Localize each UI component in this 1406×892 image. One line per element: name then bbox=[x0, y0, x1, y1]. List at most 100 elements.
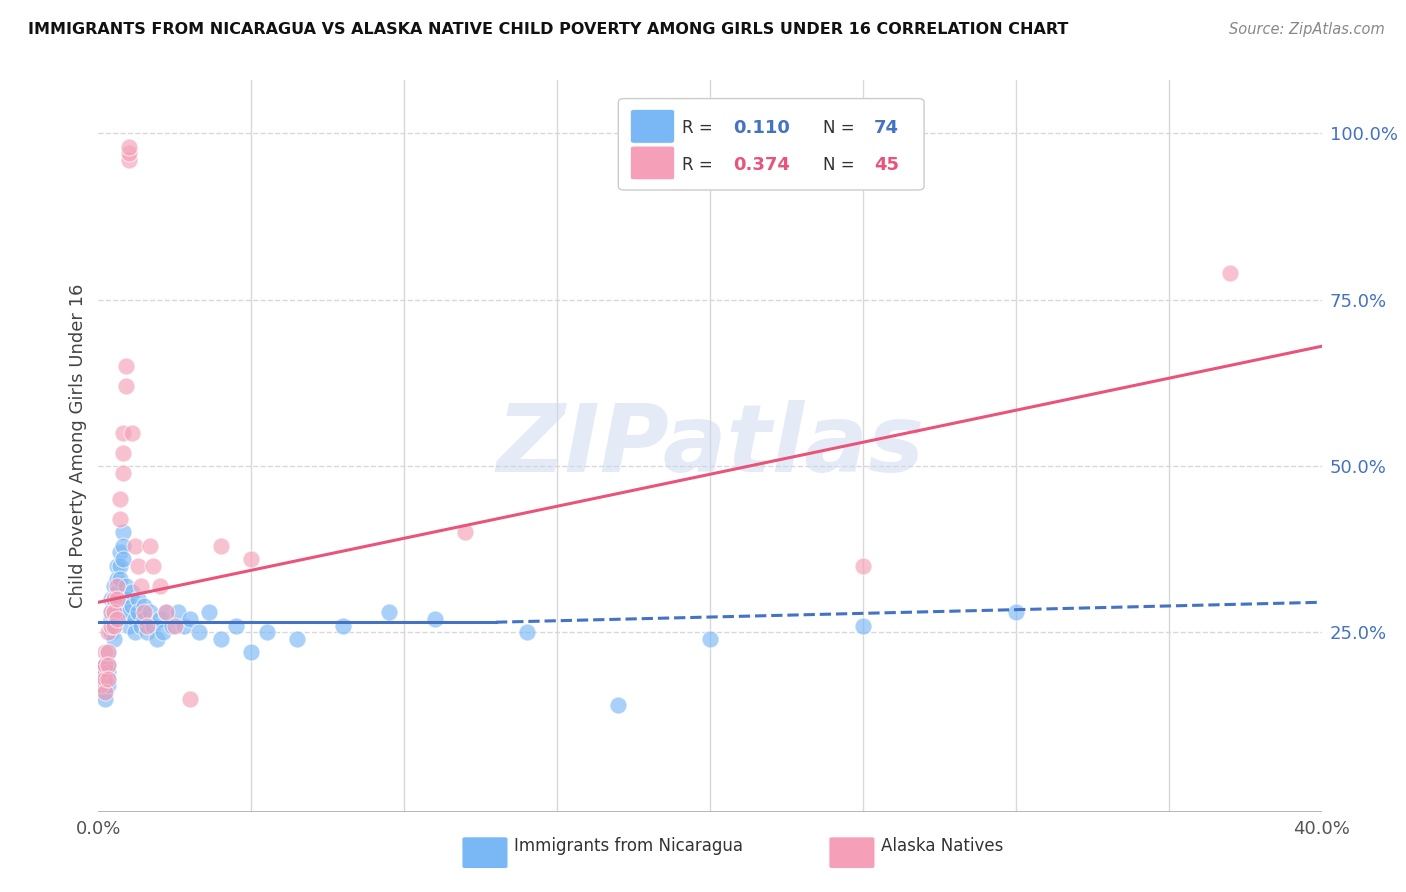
Point bbox=[139, 605, 162, 619]
Point bbox=[118, 605, 141, 619]
Point bbox=[129, 579, 152, 593]
Point bbox=[103, 579, 125, 593]
Point bbox=[118, 146, 141, 161]
Point bbox=[93, 678, 115, 692]
Text: 74: 74 bbox=[875, 119, 898, 137]
Text: R =: R = bbox=[682, 155, 718, 174]
Point bbox=[108, 512, 131, 526]
Point bbox=[240, 552, 263, 566]
Point bbox=[111, 539, 134, 553]
Point bbox=[115, 359, 138, 374]
Point bbox=[111, 552, 134, 566]
Point bbox=[173, 618, 195, 632]
Point bbox=[160, 618, 183, 632]
Point bbox=[179, 691, 201, 706]
FancyBboxPatch shape bbox=[630, 146, 675, 180]
FancyBboxPatch shape bbox=[461, 837, 508, 869]
Point bbox=[139, 539, 162, 553]
Point bbox=[1004, 605, 1026, 619]
Point bbox=[179, 612, 201, 626]
Text: IMMIGRANTS FROM NICARAGUA VS ALASKA NATIVE CHILD POVERTY AMONG GIRLS UNDER 16 CO: IMMIGRANTS FROM NICARAGUA VS ALASKA NATI… bbox=[28, 22, 1069, 37]
Point bbox=[121, 585, 143, 599]
Point bbox=[149, 612, 172, 626]
Point bbox=[209, 539, 232, 553]
Point bbox=[111, 525, 134, 540]
Point bbox=[118, 153, 141, 167]
Point bbox=[90, 678, 112, 692]
Text: N =: N = bbox=[823, 155, 859, 174]
Text: 45: 45 bbox=[875, 155, 898, 174]
Point bbox=[93, 658, 115, 673]
FancyBboxPatch shape bbox=[828, 837, 875, 869]
Text: 0.374: 0.374 bbox=[734, 155, 790, 174]
Point bbox=[1219, 266, 1241, 280]
Point bbox=[124, 539, 146, 553]
Point bbox=[90, 662, 112, 676]
Point bbox=[155, 605, 177, 619]
Point bbox=[454, 525, 477, 540]
Point bbox=[115, 579, 138, 593]
Point bbox=[111, 425, 134, 440]
Text: R =: R = bbox=[682, 119, 718, 137]
Point bbox=[105, 612, 128, 626]
Point bbox=[142, 558, 165, 573]
Y-axis label: Child Poverty Among Girls Under 16: Child Poverty Among Girls Under 16 bbox=[69, 284, 87, 608]
Point bbox=[197, 605, 219, 619]
Text: N =: N = bbox=[823, 119, 859, 137]
Point bbox=[378, 605, 401, 619]
Point bbox=[103, 605, 125, 619]
Point bbox=[97, 678, 120, 692]
Point bbox=[142, 618, 165, 632]
Text: Source: ZipAtlas.com: Source: ZipAtlas.com bbox=[1229, 22, 1385, 37]
Point bbox=[124, 612, 146, 626]
Point bbox=[852, 618, 875, 632]
Point bbox=[111, 466, 134, 480]
Point bbox=[100, 591, 122, 606]
FancyBboxPatch shape bbox=[630, 110, 675, 144]
Point bbox=[105, 579, 128, 593]
Point bbox=[103, 605, 125, 619]
Point bbox=[100, 605, 122, 619]
Point bbox=[152, 625, 174, 640]
Point bbox=[121, 599, 143, 613]
Point bbox=[97, 665, 120, 679]
Point bbox=[256, 625, 278, 640]
Point bbox=[136, 625, 159, 640]
Point bbox=[115, 591, 138, 606]
Point bbox=[852, 558, 875, 573]
Point bbox=[149, 579, 172, 593]
Point bbox=[136, 618, 159, 632]
Point bbox=[108, 558, 131, 573]
Point bbox=[134, 605, 156, 619]
Point bbox=[285, 632, 308, 646]
Point bbox=[103, 591, 125, 606]
Point bbox=[93, 672, 115, 686]
Point bbox=[163, 618, 186, 632]
Point bbox=[100, 625, 122, 640]
Point bbox=[108, 572, 131, 586]
Point bbox=[103, 599, 125, 613]
Point bbox=[108, 591, 131, 606]
Point bbox=[127, 558, 149, 573]
Point bbox=[93, 685, 115, 699]
FancyBboxPatch shape bbox=[619, 99, 924, 190]
Point bbox=[118, 618, 141, 632]
Point bbox=[118, 140, 141, 154]
Point bbox=[167, 605, 190, 619]
Point bbox=[124, 625, 146, 640]
Point bbox=[108, 492, 131, 507]
Point bbox=[115, 379, 138, 393]
Point bbox=[134, 599, 156, 613]
Point bbox=[105, 599, 128, 613]
Point bbox=[607, 698, 630, 713]
Point bbox=[90, 665, 112, 679]
Point bbox=[516, 625, 538, 640]
Point bbox=[103, 591, 125, 606]
Point bbox=[105, 558, 128, 573]
Point bbox=[225, 618, 247, 632]
Point bbox=[105, 572, 128, 586]
Point bbox=[100, 618, 122, 632]
Text: ZIPatlas: ZIPatlas bbox=[496, 400, 924, 492]
Point bbox=[97, 672, 120, 686]
Point bbox=[93, 691, 115, 706]
